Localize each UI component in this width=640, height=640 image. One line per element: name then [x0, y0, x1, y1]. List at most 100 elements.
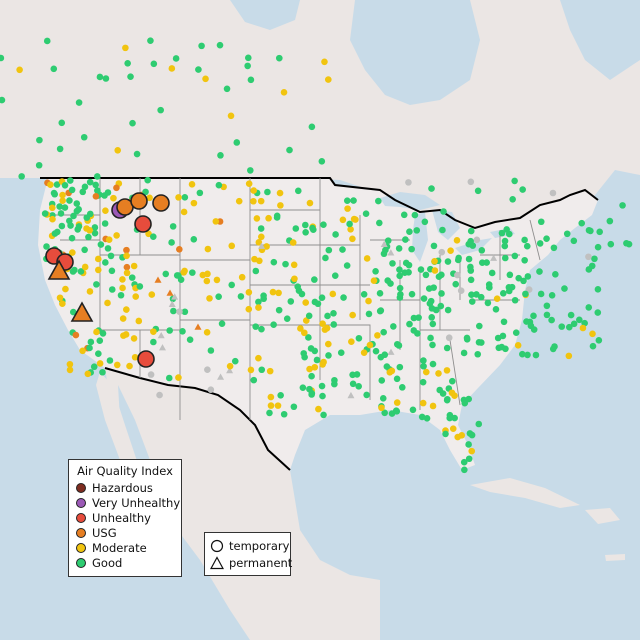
station-marker — [247, 167, 254, 174]
station-marker — [266, 367, 274, 375]
station-marker — [425, 285, 433, 292]
station-marker — [186, 336, 194, 343]
legend-label: temporary — [229, 539, 290, 553]
station-marker — [59, 197, 66, 205]
station-marker — [420, 357, 427, 364]
station-marker — [520, 277, 527, 285]
station-marker — [429, 360, 437, 368]
station-marker — [172, 55, 180, 62]
station-marker — [466, 430, 474, 437]
station-marker — [56, 145, 64, 153]
station-marker — [275, 289, 282, 297]
station-marker — [536, 268, 543, 275]
station-marker-triangle — [226, 366, 234, 374]
station-marker — [318, 382, 326, 390]
station-marker — [314, 300, 322, 308]
station-marker — [255, 298, 262, 306]
station-marker — [467, 227, 475, 235]
station-marker — [257, 225, 265, 232]
station-marker — [449, 425, 457, 433]
legend-label: Good — [92, 556, 123, 570]
station-marker — [190, 236, 198, 243]
station-marker — [258, 366, 266, 374]
station-marker — [585, 304, 593, 311]
station-marker — [123, 269, 131, 277]
station-marker — [363, 255, 371, 262]
station-marker — [67, 222, 74, 229]
station-marker — [430, 242, 438, 250]
station-marker — [448, 377, 456, 385]
station-marker — [591, 255, 598, 263]
station-marker — [91, 224, 99, 231]
station-marker — [467, 276, 475, 284]
station-marker — [168, 239, 175, 246]
station-marker — [302, 317, 310, 324]
station-marker — [473, 236, 481, 244]
station-marker — [101, 220, 109, 227]
station-marker — [340, 294, 347, 301]
station-marker — [426, 300, 434, 307]
station-marker — [113, 184, 120, 192]
station-marker — [135, 317, 143, 325]
station-marker — [530, 312, 537, 320]
station-marker — [94, 255, 102, 263]
station-marker — [294, 283, 302, 290]
station-marker — [114, 146, 122, 154]
station-marker — [585, 266, 593, 273]
station-marker — [565, 323, 573, 331]
station-marker — [313, 356, 321, 364]
station-marker — [438, 248, 446, 256]
station-marker — [565, 352, 573, 360]
station-marker — [589, 342, 597, 350]
station-marker — [393, 399, 401, 406]
station-marker — [492, 306, 500, 313]
station-marker — [245, 288, 253, 296]
station-marker — [124, 60, 131, 67]
station-marker — [66, 360, 74, 368]
station-marker — [355, 334, 363, 342]
station-marker — [414, 330, 421, 337]
station-marker — [16, 66, 23, 74]
station-marker — [68, 234, 76, 242]
station-marker — [247, 76, 255, 84]
station-marker — [607, 240, 615, 248]
mexico-landmass — [105, 368, 380, 640]
station-marker — [199, 271, 207, 279]
station-marker-triangle — [490, 254, 498, 261]
station-marker — [297, 325, 304, 332]
station-marker — [123, 246, 130, 254]
station-marker — [99, 368, 106, 376]
station-marker — [413, 227, 421, 234]
station-marker — [203, 277, 211, 285]
station-marker — [311, 276, 318, 283]
hispaniola — [585, 508, 620, 524]
station-marker — [81, 183, 89, 191]
station-marker — [226, 362, 234, 370]
station-marker — [465, 255, 473, 263]
station-marker — [384, 237, 392, 244]
station-marker — [406, 320, 413, 328]
station-marker — [49, 215, 56, 223]
station-marker — [444, 306, 452, 314]
station-marker — [468, 291, 475, 298]
station-marker — [363, 391, 370, 399]
station-marker-triangle — [258, 242, 266, 249]
station-marker — [175, 194, 182, 201]
station-marker-triangle — [158, 344, 166, 351]
station-marker — [102, 259, 109, 266]
station-marker — [443, 396, 451, 404]
station-marker — [461, 466, 468, 474]
station-marker — [244, 54, 252, 62]
station-marker — [445, 334, 453, 342]
station-marker — [62, 285, 69, 293]
station-marker — [429, 341, 436, 349]
station-marker — [120, 332, 127, 339]
station-marker — [395, 342, 403, 349]
station-marker — [59, 300, 66, 308]
station-marker — [339, 246, 346, 253]
station-marker — [107, 252, 115, 260]
station-marker — [253, 215, 261, 222]
station-marker — [477, 339, 485, 346]
station-marker — [372, 347, 380, 355]
moderate-swatch — [76, 543, 86, 553]
